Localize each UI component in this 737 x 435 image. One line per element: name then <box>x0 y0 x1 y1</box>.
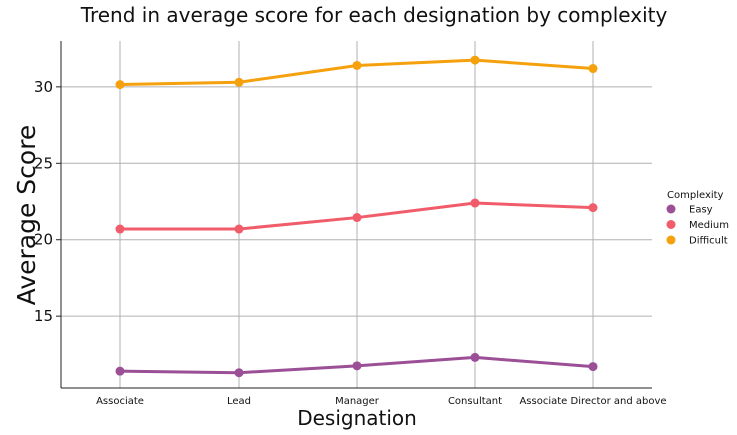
x-tick-label: Associate Director and above <box>519 396 666 407</box>
y-tick-label: 25 <box>34 154 53 172</box>
legend-marker-easy <box>666 204 676 214</box>
data-point-easy <box>588 362 598 372</box>
data-point-easy <box>234 368 244 378</box>
x-tick-label: Consultant <box>448 396 502 407</box>
data-point-difficult <box>470 55 480 65</box>
data-point-medium <box>115 224 125 234</box>
y-tick-label: 20 <box>34 231 53 249</box>
data-point-easy <box>352 361 362 371</box>
data-point-easy <box>470 352 480 362</box>
y-axis-label: Average Score <box>12 125 41 306</box>
data-point-medium <box>352 213 362 223</box>
x-tick-label: Associate <box>96 396 144 407</box>
ticks: Associate Lead Manager Consultant Associate … <box>34 78 667 407</box>
data-point-difficult <box>352 60 362 70</box>
grid <box>61 41 652 388</box>
x-axis-label: Designation <box>297 406 417 430</box>
legend-label-medium: Medium <box>689 220 729 231</box>
chart-title: Trend in average score for each designat… <box>80 3 668 27</box>
data-point-difficult <box>115 80 125 90</box>
x-tick-label: Lead <box>227 396 251 407</box>
legend-marker-medium <box>666 220 676 229</box>
series <box>115 55 598 378</box>
legend-marker-difficult <box>666 235 676 245</box>
data-point-medium <box>588 203 598 213</box>
y-tick-label: 30 <box>34 78 53 96</box>
legend-items: Easy Medium Difficult <box>666 204 729 247</box>
legend-label-easy: Easy <box>689 205 713 216</box>
data-point-difficult <box>588 64 598 74</box>
y-tick-label: 15 <box>34 307 53 325</box>
legend-title: Complexity <box>667 190 724 201</box>
data-point-medium <box>470 198 480 208</box>
data-point-medium <box>234 224 244 234</box>
data-point-easy <box>115 366 125 376</box>
data-point-difficult <box>234 77 244 87</box>
axes <box>60 41 652 389</box>
x-tick-label: Manager <box>335 396 380 407</box>
legend: Complexity Easy Medium Difficult <box>666 190 729 247</box>
legend-label-difficult: Difficult <box>689 236 728 247</box>
